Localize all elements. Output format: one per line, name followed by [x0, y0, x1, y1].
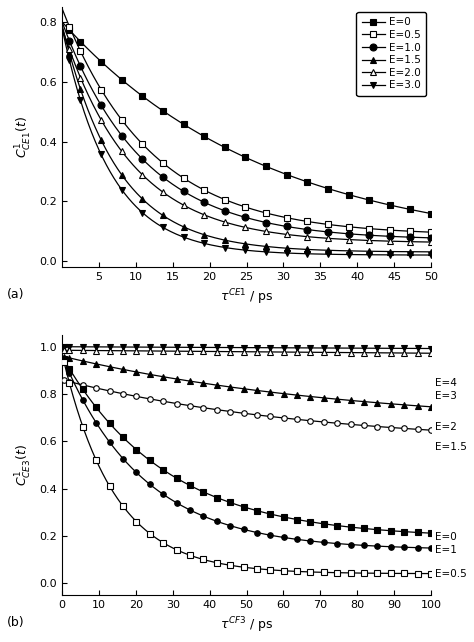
- Text: E=0.5: E=0.5: [435, 569, 467, 578]
- X-axis label: $\tau^{CF3}$ / ps: $\tau^{CF3}$ / ps: [220, 616, 273, 635]
- X-axis label: $\tau^{CE1}$ / ps: $\tau^{CE1}$ / ps: [219, 288, 273, 307]
- Legend: E=0, E=0.5, E=1.0, E=1.5, E=2.0, E=3.0: E=0, E=0.5, E=1.0, E=1.5, E=2.0, E=3.0: [356, 12, 426, 96]
- Text: E=2: E=2: [435, 422, 457, 432]
- Text: E=1: E=1: [435, 545, 457, 555]
- Text: (b): (b): [7, 616, 24, 629]
- Text: E=4: E=4: [435, 378, 457, 388]
- Text: E=3: E=3: [435, 392, 457, 401]
- Y-axis label: $C^{1}_{CE3}(t)$: $C^{1}_{CE3}(t)$: [14, 444, 34, 486]
- Text: E=1.5: E=1.5: [435, 442, 467, 452]
- Text: E=0: E=0: [435, 532, 457, 542]
- Y-axis label: $C^{1}_{CE1}(t)$: $C^{1}_{CE1}(t)$: [14, 116, 34, 158]
- Text: (a): (a): [7, 288, 24, 301]
